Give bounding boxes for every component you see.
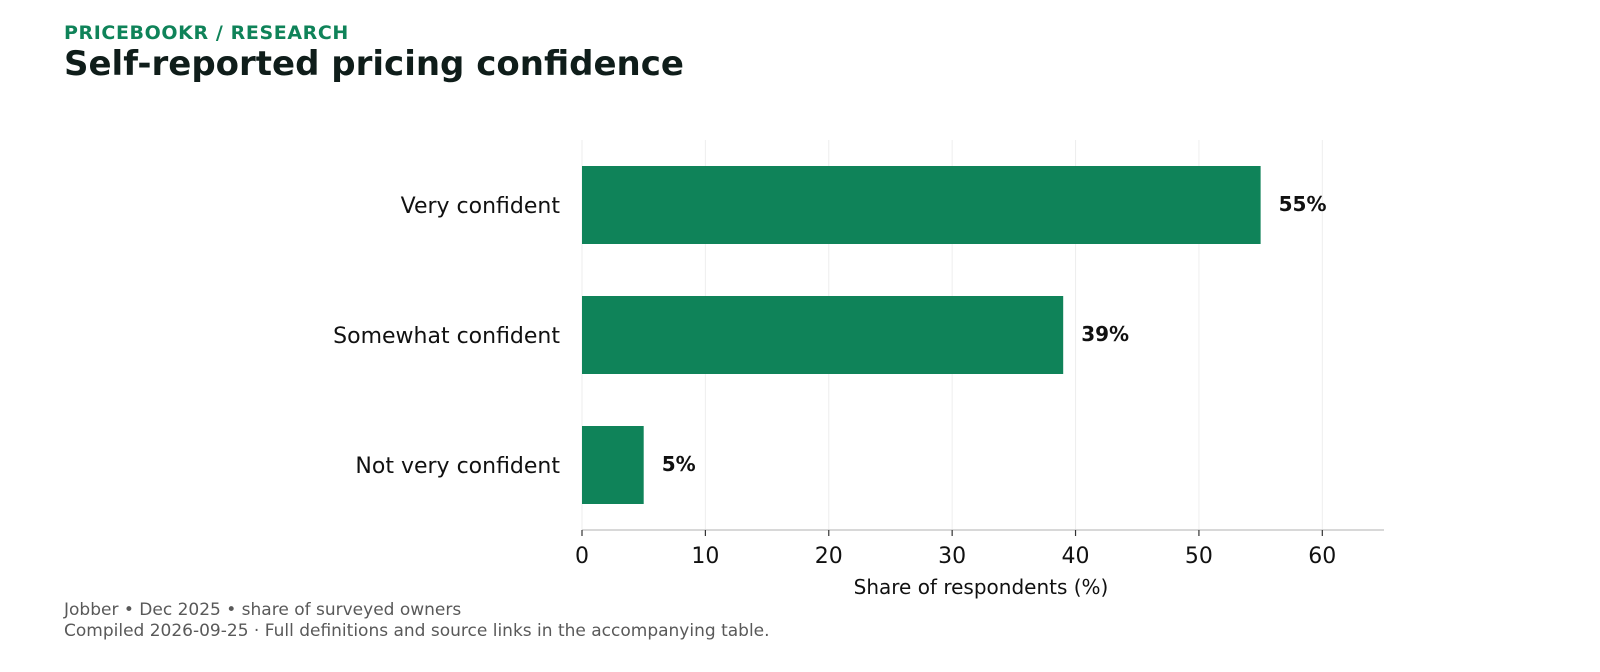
bar xyxy=(582,426,644,504)
category-label: Very confident xyxy=(401,194,561,219)
x-tick-label: 20 xyxy=(815,544,843,569)
bar-chart: 0 10 20 30 40 50 60 Share of respondents (%) Ve… xyxy=(333,140,1384,599)
data-label: 55% xyxy=(1279,192,1327,216)
data-label: 5% xyxy=(662,452,696,476)
labels: Very confident 55% Somewhat confident 39% No… xyxy=(333,192,1326,479)
footer-source: Jobber • Dec 2025 • share of surveyed ow… xyxy=(64,600,462,620)
footer-note: Compiled 2026-09-25 · Full definitions a… xyxy=(64,621,770,641)
category-label: Not very confident xyxy=(355,454,560,479)
x-axis: 0 10 20 30 40 50 60 Share of respondents (%) xyxy=(575,529,1384,599)
category-label: Somewhat confident xyxy=(333,324,560,349)
x-tick-label: 0 xyxy=(575,544,589,569)
chart-kicker: PRICEBOOKR / RESEARCH xyxy=(64,22,349,44)
chart-title: Self-reported pricing confidence xyxy=(64,44,684,84)
bar xyxy=(582,166,1261,244)
x-tick-label: 30 xyxy=(938,544,966,569)
x-tick-label: 40 xyxy=(1062,544,1090,569)
chart-footer: Jobber • Dec 2025 • share of surveyed ow… xyxy=(64,600,770,642)
data-label: 39% xyxy=(1081,322,1129,346)
x-tick-label: 10 xyxy=(691,544,719,569)
x-tick-label: 60 xyxy=(1308,544,1336,569)
bar xyxy=(582,296,1064,374)
x-tick-label: 50 xyxy=(1185,544,1213,569)
x-axis-title: Share of respondents (%) xyxy=(854,575,1109,599)
bars xyxy=(582,166,1261,504)
